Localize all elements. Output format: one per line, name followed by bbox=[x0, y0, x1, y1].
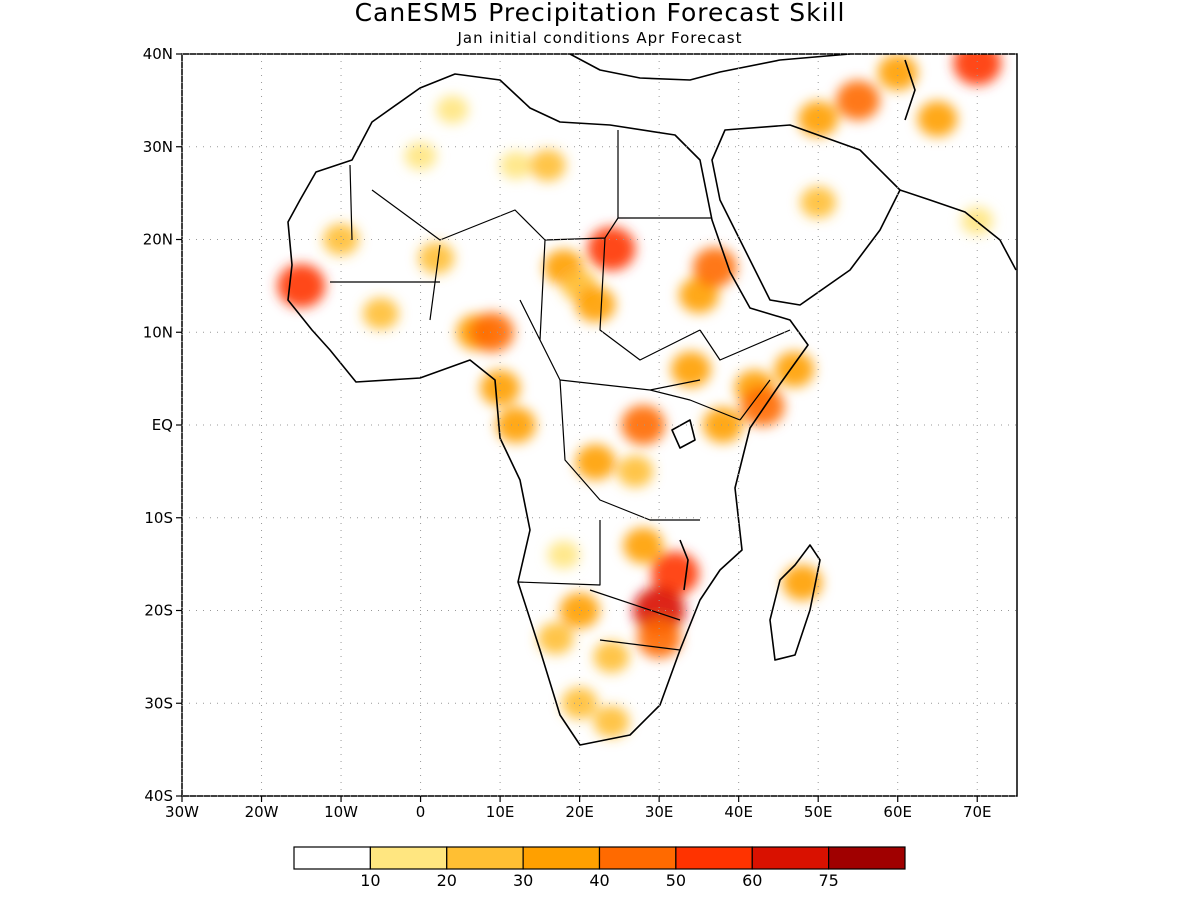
skill-blob bbox=[800, 186, 836, 218]
skill-blob bbox=[917, 101, 957, 137]
y-tick-label: 10N bbox=[143, 323, 173, 341]
skill-blob bbox=[530, 149, 566, 181]
skill-blob bbox=[637, 618, 681, 658]
skill-blob bbox=[953, 41, 1001, 85]
skill-blob bbox=[496, 407, 536, 443]
skill-blob bbox=[277, 264, 325, 308]
y-tick-label: 10S bbox=[144, 509, 173, 527]
arabia-coastline bbox=[712, 125, 900, 305]
skill-blob bbox=[878, 55, 918, 91]
colorbar-swatch bbox=[829, 847, 905, 869]
skill-blob bbox=[500, 151, 532, 179]
skill-blob bbox=[576, 444, 616, 480]
x-tick-label: 30E bbox=[645, 803, 674, 821]
asia-coastline bbox=[900, 190, 1016, 270]
y-tick-label: 40S bbox=[144, 787, 173, 805]
skill-blob bbox=[782, 565, 822, 601]
skill-blob bbox=[741, 386, 785, 426]
colorbar-swatch bbox=[752, 847, 828, 869]
skill-blob bbox=[560, 593, 600, 629]
lake-victoria bbox=[672, 420, 695, 448]
skill-blob bbox=[774, 351, 814, 387]
x-tick-label: 0 bbox=[416, 803, 426, 821]
skill-blob bbox=[593, 641, 629, 673]
y-tick-label: 40N bbox=[143, 45, 173, 63]
x-tick-label: 40E bbox=[724, 803, 753, 821]
skill-blob bbox=[587, 227, 635, 271]
europe-coastline bbox=[570, 54, 850, 80]
y-tick-label: 30N bbox=[143, 138, 173, 156]
skill-blob bbox=[593, 706, 629, 738]
skill-blob bbox=[538, 622, 574, 654]
colorbar-swatch bbox=[523, 847, 599, 869]
map-frame bbox=[182, 54, 1017, 796]
x-tick-label: 50E bbox=[804, 803, 833, 821]
skill-blob bbox=[363, 298, 399, 330]
skill-blob bbox=[405, 142, 437, 170]
x-tick-label: 10W bbox=[324, 803, 358, 821]
x-tick-label: 30W bbox=[165, 803, 199, 821]
colorbar-swatch bbox=[294, 847, 370, 869]
y-tick-label: 20S bbox=[144, 602, 173, 620]
colorbar-label: 20 bbox=[437, 871, 457, 890]
colorbar-swatch bbox=[370, 847, 446, 869]
country-borders bbox=[330, 130, 790, 650]
colorbar-label: 40 bbox=[589, 871, 609, 890]
map-panel: 30W 20W 10W 0 10E 20E 30E 40E 50E 60E 70E 40N 30N 20N… bbox=[0, 0, 1200, 900]
colorbar-label: 50 bbox=[666, 871, 686, 890]
graticule bbox=[182, 54, 1017, 796]
y-tick-label: 20N bbox=[143, 231, 173, 249]
skill-blob bbox=[480, 370, 520, 406]
skill-blob bbox=[693, 247, 737, 287]
colorbar: 10 20 30 40 50 60 75 bbox=[294, 847, 905, 890]
skill-blob bbox=[623, 528, 663, 564]
skill-blob bbox=[617, 455, 653, 487]
skill-blob bbox=[436, 96, 468, 124]
x-tick-label: 70E bbox=[963, 803, 992, 821]
colorbar-swatch bbox=[676, 847, 752, 869]
colorbar-label: 75 bbox=[818, 871, 838, 890]
x-tick-label: 60E bbox=[883, 803, 912, 821]
x-tick-label: 10E bbox=[486, 803, 515, 821]
x-tick-label: 20W bbox=[245, 803, 279, 821]
skill-blob bbox=[703, 407, 743, 443]
colorbar-label: 30 bbox=[513, 871, 533, 890]
skill-blob bbox=[576, 286, 616, 322]
skill-blob bbox=[548, 541, 580, 569]
skill-blob bbox=[836, 80, 880, 120]
colorbar-label: 60 bbox=[742, 871, 762, 890]
madagascar-coastline bbox=[770, 545, 820, 660]
colorbar-swatch bbox=[447, 847, 523, 869]
skill-shading bbox=[277, 41, 1001, 738]
x-tick-label: 20E bbox=[565, 803, 594, 821]
y-tick-label: 30S bbox=[144, 694, 173, 712]
colorbar-swatch bbox=[600, 847, 676, 869]
y-tick-label: EQ bbox=[152, 416, 173, 434]
colorbar-label: 10 bbox=[360, 871, 380, 890]
